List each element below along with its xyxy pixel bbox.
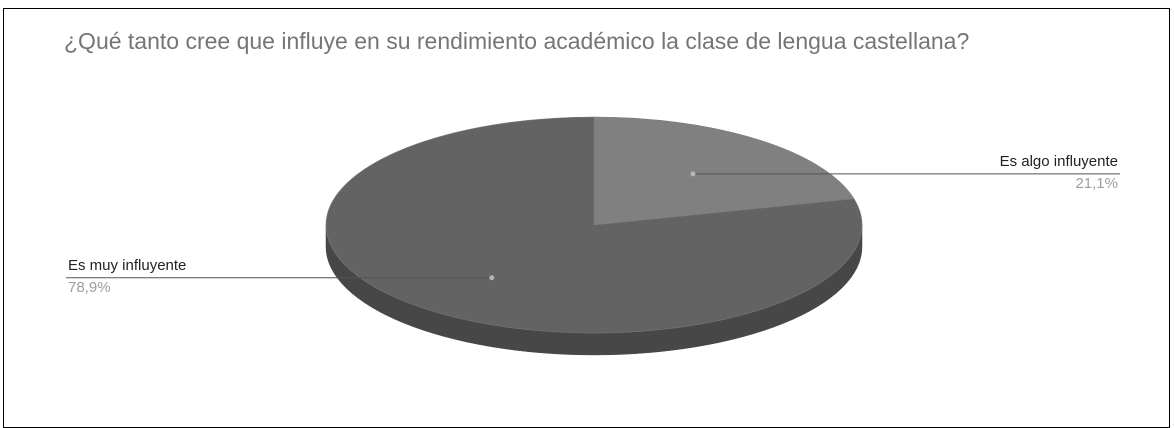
callout-dot-1 (489, 275, 495, 281)
slice-label-0: Es algo influyente (1000, 153, 1118, 170)
pie-tops (325, 116, 863, 334)
slice-value-0: 21,1% (1075, 175, 1118, 192)
chart-title: ¿Qué tanto cree que influye en su rendim… (64, 28, 970, 54)
pie-slice-0[interactable] (593, 116, 855, 226)
callout-dot-0 (690, 171, 696, 177)
slice-label-1: Es muy influyente (68, 257, 186, 274)
pie-callouts: Es algo influyente 21,1% Es muy influyente… (66, 153, 1120, 296)
slice-value-1: 78,9% (68, 279, 111, 296)
pie-chart: Es algo influyente 21,1% Es muy influyente… (66, 116, 1120, 356)
pie-slice-1[interactable] (325, 116, 863, 334)
